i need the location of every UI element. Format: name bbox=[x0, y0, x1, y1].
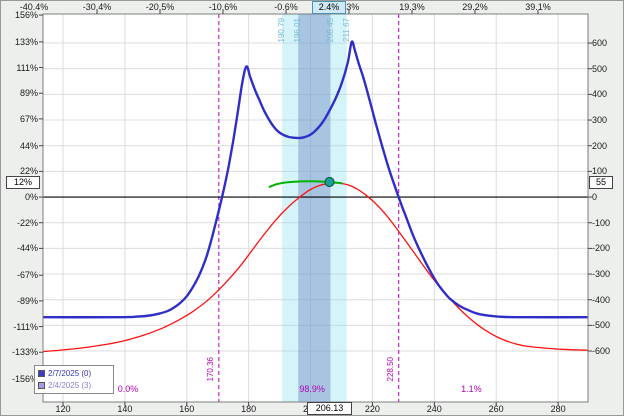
legend-item[interactable]: 2/7/2025 (0) bbox=[38, 368, 110, 379]
left-axis-value-box: 12% bbox=[6, 176, 40, 189]
legend-label: 2/7/2025 (0) bbox=[48, 369, 92, 378]
legend-label: 2/4/2025 (3) bbox=[48, 381, 92, 390]
legend: 2/7/2025 (0) 2/4/2025 (3) bbox=[34, 365, 114, 394]
series-swatch-icon bbox=[38, 370, 45, 377]
expected-range-band-inner bbox=[298, 14, 331, 402]
series-swatch-icon bbox=[38, 382, 45, 389]
current-price-box[interactable]: 206.13 bbox=[307, 402, 352, 415]
right-axis-value-box: 55 bbox=[589, 176, 613, 189]
top-axis-value-box[interactable]: 2.4% bbox=[312, 1, 346, 14]
current-line-curve bbox=[42, 182, 588, 353]
price-marker-dot[interactable] bbox=[324, 176, 335, 188]
legend-item[interactable]: 2/4/2025 (3) bbox=[38, 380, 110, 391]
expiration-line-curve bbox=[42, 40, 588, 319]
expected-range-band-outer bbox=[282, 14, 347, 402]
